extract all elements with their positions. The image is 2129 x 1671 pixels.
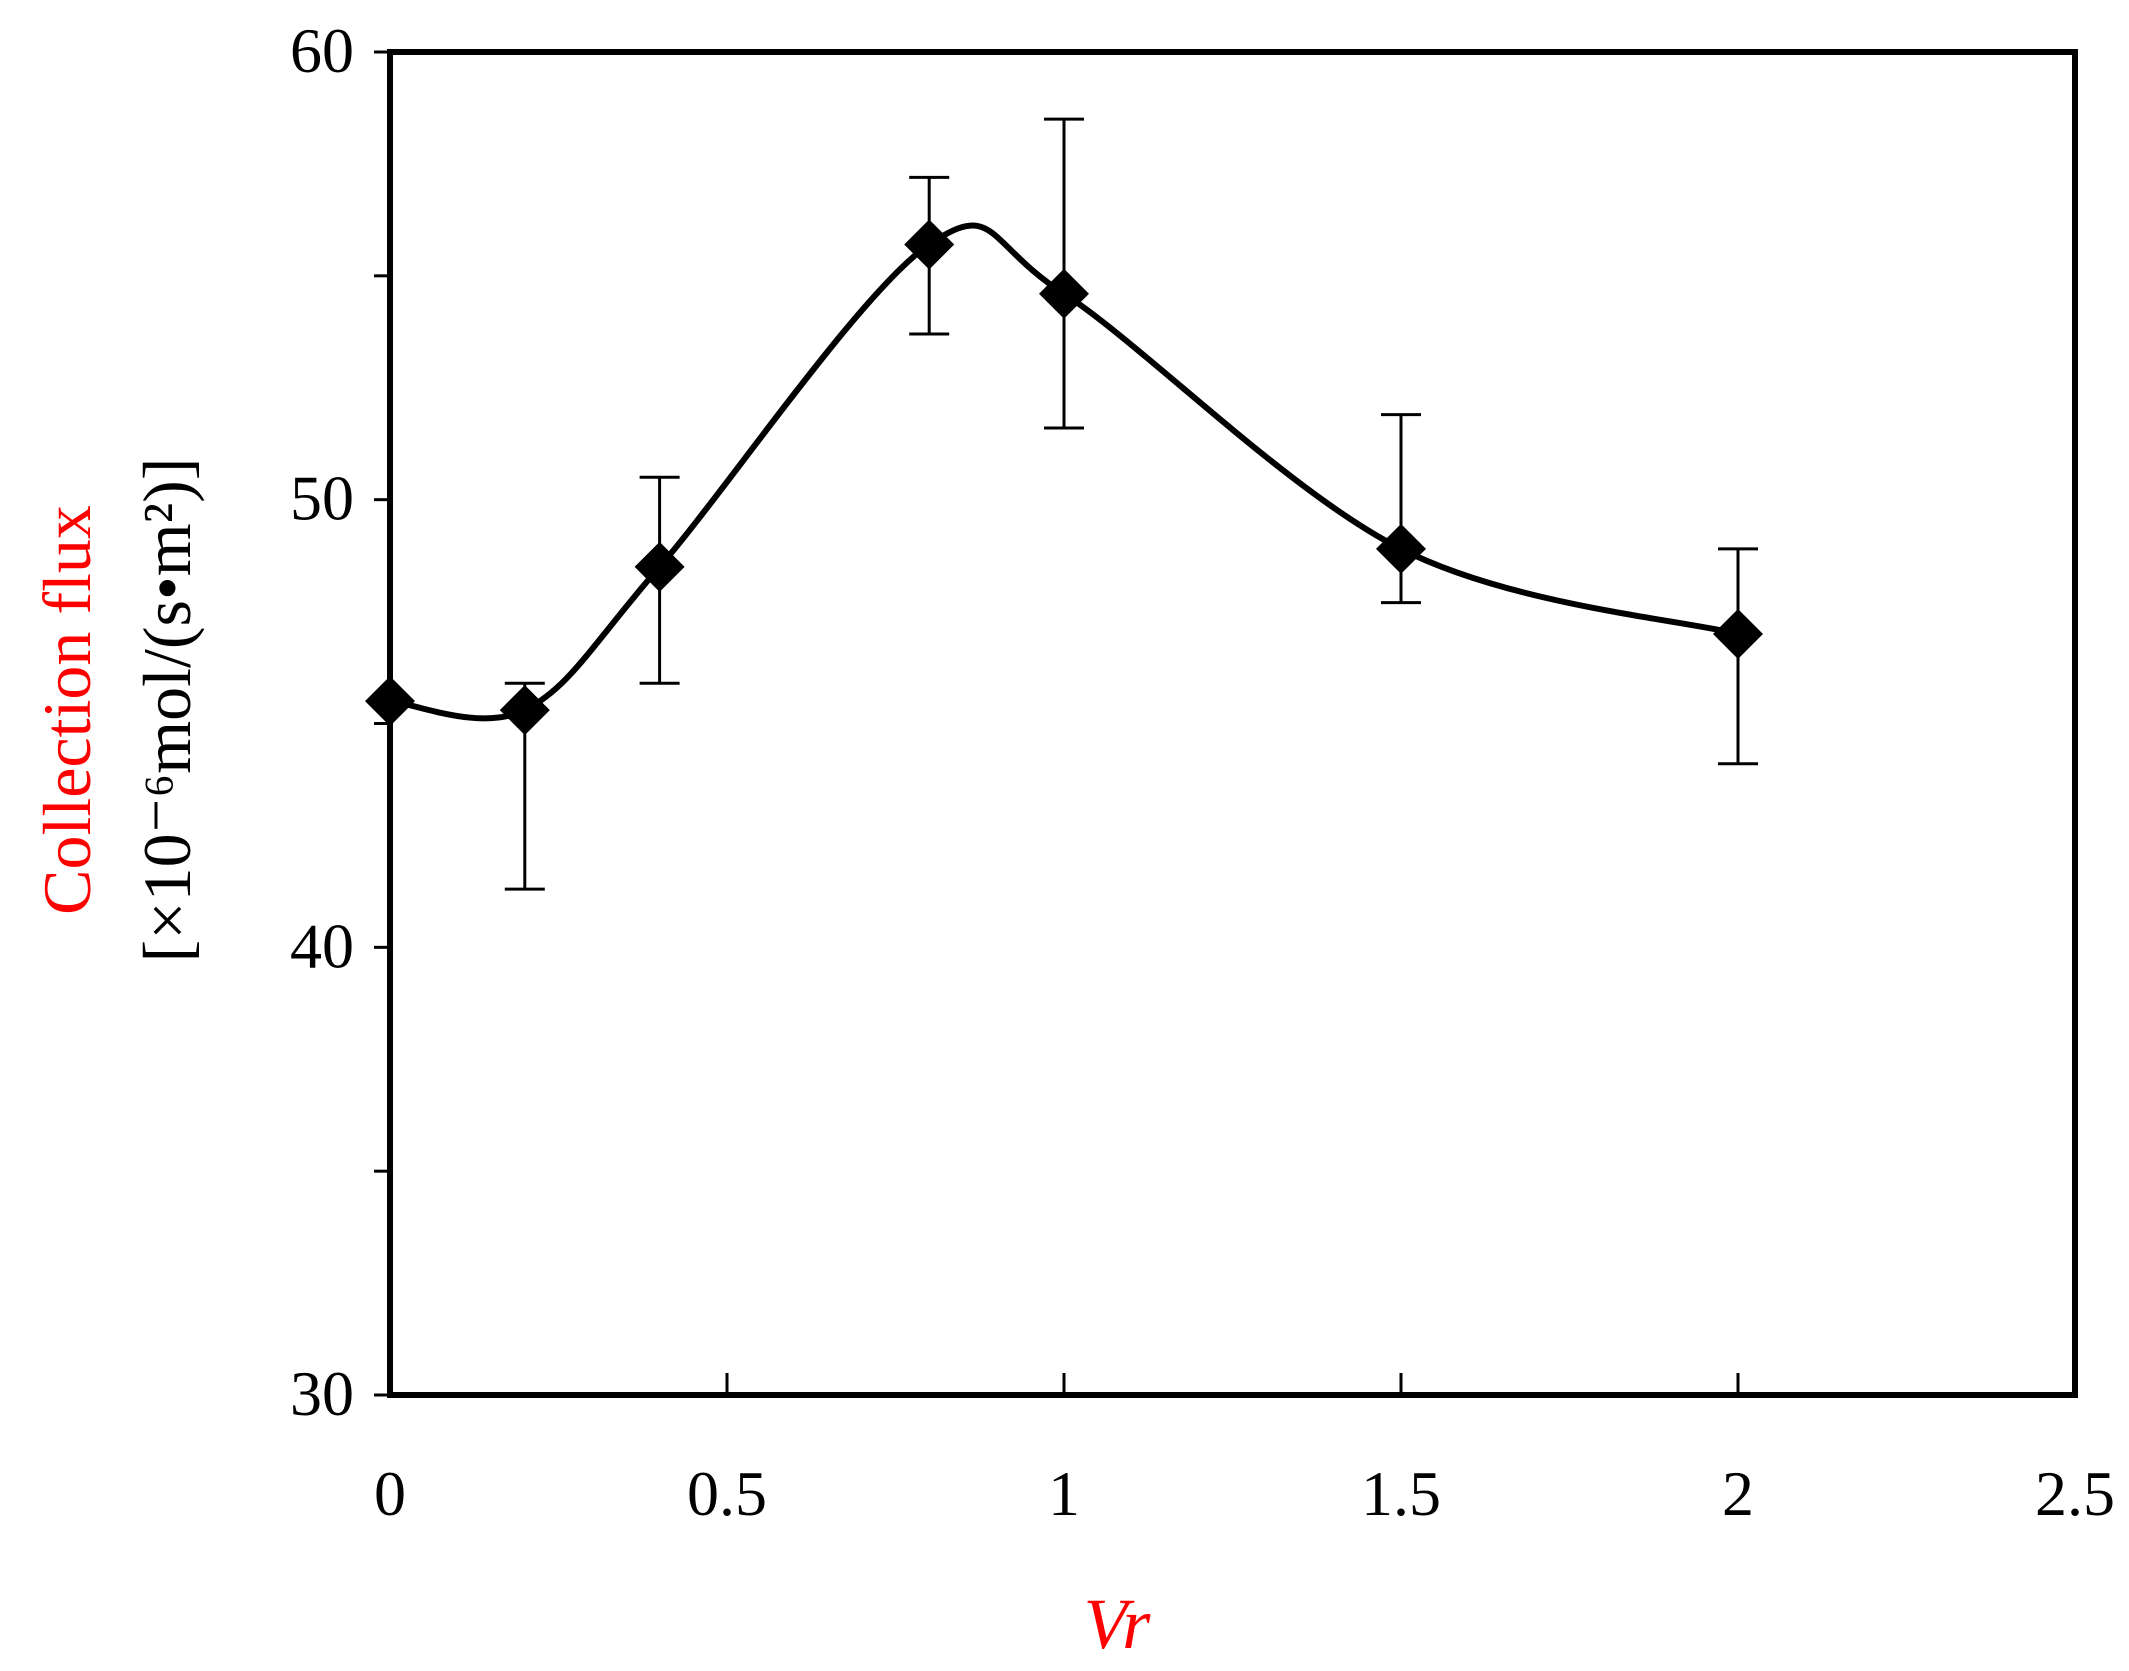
data-point — [1376, 523, 1426, 574]
data-point — [499, 685, 550, 736]
y-axis-unit: [×10⁻⁶mol/(s•m²)] — [129, 458, 205, 963]
x-tick-label: 1 — [1048, 1458, 1080, 1529]
data-point — [904, 219, 955, 270]
x-tick-label: 0.5 — [687, 1458, 767, 1529]
y-tick-label: 40 — [290, 910, 354, 981]
x-tick-label: 1.5 — [1361, 1458, 1441, 1529]
data-point — [1039, 268, 1089, 319]
x-tick-label: 0 — [374, 1458, 406, 1529]
plot-frame — [387, 49, 2078, 1398]
y-tick-label: 50 — [290, 463, 354, 534]
y-tick-label: 30 — [290, 1358, 354, 1429]
data-point — [634, 541, 685, 592]
x-tick-label: 2 — [1722, 1458, 1754, 1529]
data-point — [365, 676, 415, 727]
x-axis-title: Vr — [1084, 1584, 1152, 1664]
y-tick-label: 60 — [290, 15, 354, 86]
y-axis-title: Collection flux — [29, 505, 105, 915]
x-tick-label: 2.5 — [2035, 1458, 2115, 1529]
data-point — [1713, 608, 1763, 659]
